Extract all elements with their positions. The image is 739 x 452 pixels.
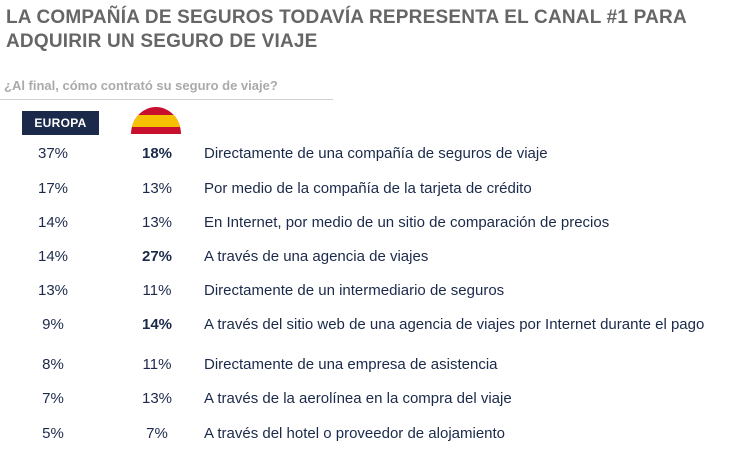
europa-value: 17%: [37, 180, 69, 197]
row-label: Directamente de una empresa de asistenci…: [204, 356, 498, 373]
europa-value: 14%: [37, 248, 69, 265]
spain-value: 11%: [142, 356, 172, 373]
spain-value: 13%: [141, 214, 173, 231]
europa-value: 13%: [37, 282, 69, 299]
chart-title-line-2: ADQUIRIR UN SEGURO DE VIAJE: [6, 31, 318, 52]
row-label: En Internet, por medio de un sitio de co…: [204, 214, 610, 231]
row-label: A través de una agencia de viajes: [204, 248, 429, 265]
row-label: Directamente de un intermediario de segu…: [204, 282, 505, 299]
row-label: Por medio de la compañía de la tarjeta d…: [204, 180, 532, 197]
survey-question: ¿Al final, cómo contrató su seguro de vi…: [4, 78, 278, 93]
spain-flag-icon: [131, 107, 181, 134]
europa-value: 9%: [42, 316, 64, 333]
spain-value: 14%: [141, 316, 173, 333]
europa-column-header: EUROPA: [22, 111, 99, 135]
table-row: 7% 13% A través de la aerolínea en la comp…: [0, 382, 739, 416]
spain-value: 13%: [141, 390, 173, 407]
table-row: 9% 14% A través del sitio web de una agenc…: [0, 308, 739, 342]
table-row: 14% 27% A través de una agencia de viajes: [0, 240, 739, 274]
spain-value: 27%: [141, 248, 173, 265]
europa-value: 5%: [42, 425, 64, 442]
table-row: 5% 7% A través del hotel o proveedor de al…: [0, 417, 739, 451]
table-row: 8% 11% Directamente de una empresa de asis…: [0, 348, 739, 382]
row-label: Directamente de una compañía de seguros …: [204, 145, 548, 162]
table-row: 13% 11% Directamente de un intermediario d…: [0, 274, 739, 308]
row-label: A través del sitio web de una agencia de…: [204, 316, 705, 333]
europa-value: 8%: [42, 356, 64, 373]
europa-value: 37%: [37, 145, 69, 162]
question-underline: [0, 99, 333, 100]
spain-value: 11%: [142, 282, 172, 299]
spain-value: 13%: [141, 180, 173, 197]
spain-value: 18%: [141, 145, 173, 162]
row-label: A través del hotel o proveedor de alojam…: [204, 425, 506, 442]
europa-value: 7%: [42, 390, 64, 407]
row-label: A través de la aerolínea en la compra de…: [204, 390, 512, 407]
chart-title: LA COMPAÑÍA DE SEGUROS TODAVÍA REPRESENT…: [6, 6, 731, 54]
spain-value: 7%: [146, 425, 168, 442]
chart-title-line-1: LA COMPAÑÍA DE SEGUROS TODAVÍA REPRESENT…: [6, 7, 687, 28]
table-row: 37% 18% Directamente de una compañía de se…: [0, 137, 739, 171]
flag-yellow-band: [131, 115, 181, 127]
table-row: 14% 13% En Internet, por medio de un sitio…: [0, 206, 739, 240]
europa-value: 14%: [37, 214, 69, 231]
table-row: 17% 13% Por medio de la compañía de la tar…: [0, 172, 739, 206]
